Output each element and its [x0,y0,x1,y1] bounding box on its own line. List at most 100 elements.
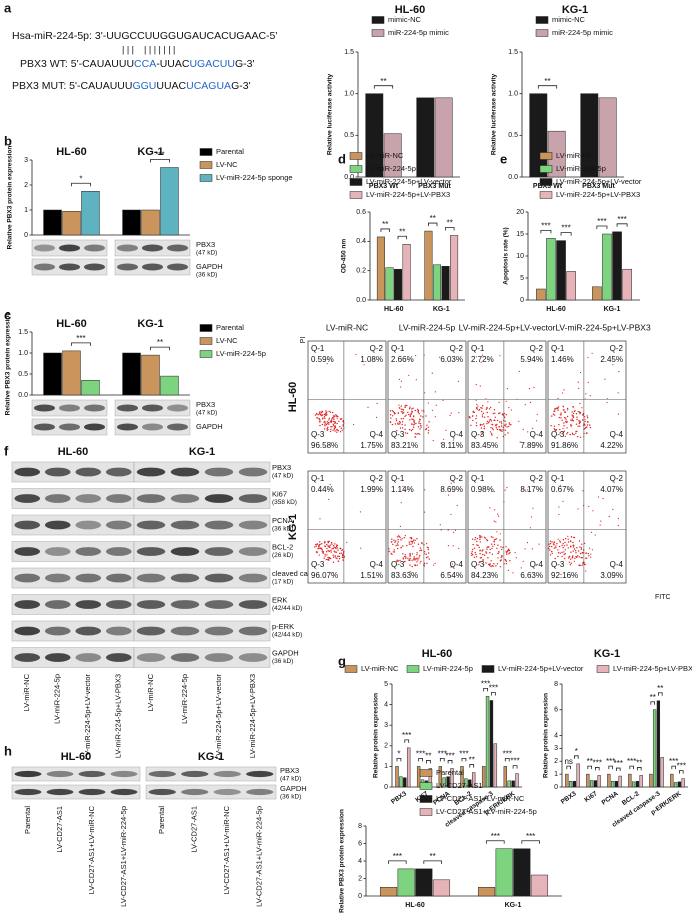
category-label: HL-60 [384,306,404,313]
flow-dot [558,424,560,426]
flow-dot [401,427,404,429]
flow-row-label: KG-1 [287,514,299,540]
blot-target: ERK [272,595,287,604]
flow-dot [553,541,556,544]
flow-dot [483,416,486,418]
flow-dot [329,544,331,546]
flow-dot [409,419,411,421]
flow-dot [617,413,620,415]
flow-dot [418,422,420,424]
bar [598,97,617,178]
legend-swatch [349,165,363,173]
bar [402,244,411,301]
flow-dot [563,430,566,432]
bar [660,757,664,788]
flow-dot [425,428,428,430]
blot-size: (47 kD) [272,473,293,480]
flow-dot [576,435,579,438]
blot-band [59,263,80,271]
bar [529,93,548,178]
flow-dot [390,552,392,555]
flow-dot [426,562,428,565]
significance-label: ** [636,759,642,768]
flow-dot [561,551,563,554]
flow-dot [317,414,319,416]
flow-dot [346,541,348,544]
category-label: KG-1 [505,902,522,909]
flow-dot [492,545,494,548]
flow-dot [574,557,576,560]
flow-dot [557,549,559,551]
flow-dot [573,433,575,436]
flow-dot [419,555,421,557]
flow-panel [467,470,547,584]
blot-target: GAPDH [196,262,223,271]
flow-dot [582,561,584,564]
flow-dot [339,426,341,428]
quadrant-name: Q-1 [551,474,565,483]
flow-dot [403,537,406,539]
flow-dot [439,524,441,526]
blot-band [136,467,166,477]
flow-dot [493,409,496,411]
flow-dot [400,539,402,541]
flow-dot [324,555,326,557]
flow-dot [553,425,556,427]
flow-dot [568,557,570,559]
flow-dot [494,412,496,414]
flow-dot [398,535,400,538]
flow-dot [504,420,506,422]
flow-dot [408,541,410,543]
flow-dot [577,555,579,557]
flow-dot [579,420,581,422]
flow-dot [338,555,340,558]
flow-dot [408,413,410,416]
flow-dot [326,427,328,430]
flow-dot [571,411,573,413]
y-tick-label: 1.0 [18,350,28,357]
flow-dot [557,409,559,411]
bar [530,874,549,897]
cell-line-title: HL-60 [58,446,89,458]
flow-column-title: LV-miR-224-5p+LV-PBX3 [555,322,651,332]
flow-dot [572,550,574,552]
flow-dot [408,408,411,410]
flow-dot [334,555,336,557]
flow-dot [319,518,321,520]
quadrant-value: 1.14% [391,485,414,494]
blot-band [170,600,200,609]
flow-dot [576,416,578,418]
flow-dot [501,430,503,433]
flow-dot [316,551,318,554]
legend-label: LV-miR-224-5p [423,664,473,673]
legend-label: LV-miR-224-5p+LV-PBX3 [613,664,692,673]
flow-dot [581,407,583,409]
quadrant-name: Q-4 [610,560,624,569]
flow-dot [335,547,337,550]
blot-band [44,547,71,556]
flow-dot [493,419,495,421]
flow-dot [535,420,538,422]
legend-label: LV-miR-224-5p sponge [216,173,293,182]
significance-bracket [650,701,656,705]
flow-dot [479,385,481,387]
flow-dot [555,545,557,547]
flow-dot [395,418,397,420]
flow-dot [341,554,344,557]
flow-dot [571,418,573,420]
flow-dot [581,543,583,545]
flow-dot [399,421,401,424]
blot-band [105,573,132,583]
flow-dot [477,544,479,547]
flow-dot [435,404,437,406]
flow-dot [496,531,498,533]
blot-band [14,494,41,503]
significance-label: *** [402,731,411,740]
lane-label: Parental [23,806,32,834]
flow-dot [518,420,520,422]
quadrant-value: 91.86% [551,441,578,450]
flow-dot [450,412,452,414]
flow-dot [411,410,413,412]
significance-label: ** [430,852,436,861]
sequence-part: -UUAC [156,58,190,70]
